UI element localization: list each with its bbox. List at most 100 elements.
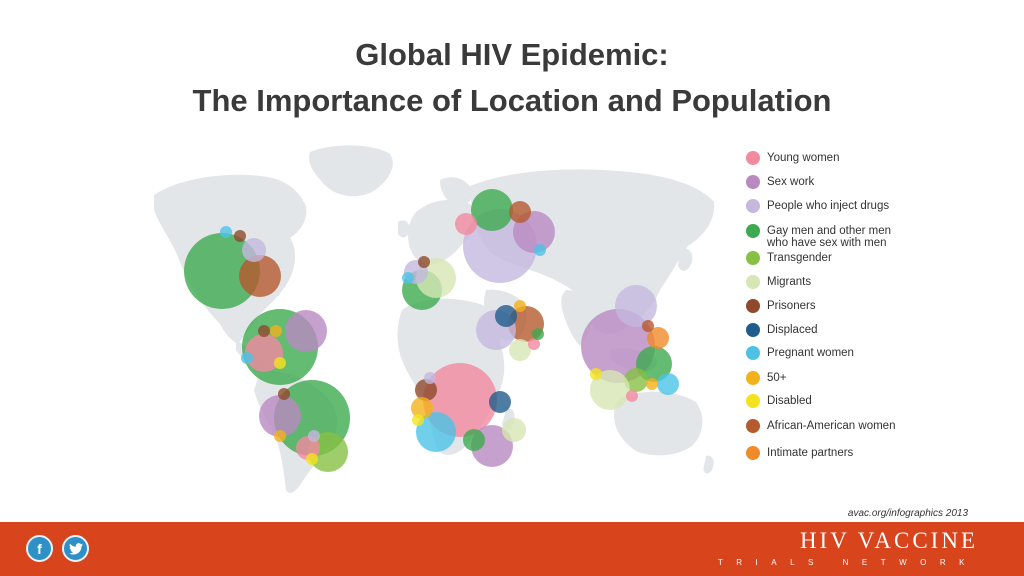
legend-label: Displaced	[767, 324, 818, 336]
landmass-australia	[614, 391, 703, 456]
legend-swatch	[746, 371, 760, 385]
bubble	[415, 379, 437, 401]
bubble	[646, 378, 658, 390]
bubble	[258, 325, 270, 337]
footer-bar	[0, 522, 1024, 576]
world-map	[154, 145, 715, 493]
legend-swatch	[746, 224, 760, 238]
bubble	[528, 338, 540, 350]
legend-label: Disabled	[767, 395, 812, 407]
legend-item: Young women	[746, 151, 840, 165]
legend-label: 50+	[767, 372, 787, 384]
twitter-icon	[68, 542, 83, 555]
legend-swatch	[746, 199, 760, 213]
legend-swatch	[746, 151, 760, 165]
bubble	[241, 352, 253, 364]
landmass-greenland	[309, 145, 393, 197]
legend-label: Pregnant women	[767, 347, 854, 359]
bubble	[234, 230, 246, 242]
legend-label: Sex work	[767, 176, 815, 188]
legend-label: Prisoners	[767, 300, 816, 312]
legend-item: African-American women	[746, 419, 896, 433]
legend-item: Intimate partners	[746, 446, 854, 460]
legend-swatch	[746, 419, 760, 433]
bubble	[657, 373, 679, 395]
landmass-asia	[470, 169, 715, 334]
legend-item: Transgender	[746, 251, 832, 265]
landmass-new-zealand	[703, 455, 714, 474]
landmass-scandinavia	[440, 177, 473, 207]
bubble	[245, 334, 283, 372]
legend-swatch	[746, 323, 760, 337]
legend-label: Migrants	[767, 276, 812, 288]
bubble	[411, 397, 433, 419]
bubble	[308, 430, 320, 442]
bubble	[471, 189, 513, 231]
legend-item: Gay men and other men who have sex with m…	[746, 224, 892, 249]
legend-item: Migrants	[746, 275, 812, 289]
bubble	[278, 388, 290, 400]
facebook-button[interactable]: f	[26, 535, 53, 562]
legend-swatch	[746, 299, 760, 313]
bubble	[242, 238, 266, 262]
bubble	[626, 390, 638, 402]
source-credit: avac.org/infographics 2013	[847, 508, 968, 519]
bubble	[532, 328, 544, 340]
legend-item: Displaced	[746, 323, 818, 337]
legend-label: Transgender	[767, 252, 832, 264]
bubble	[495, 305, 517, 327]
bubble	[615, 285, 657, 327]
bubble	[642, 320, 654, 332]
legend-swatch	[746, 446, 760, 460]
legend-swatch	[746, 251, 760, 265]
legend-swatch	[746, 394, 760, 408]
population-bubbles	[184, 189, 679, 472]
landmass-japan	[678, 248, 693, 271]
bubble	[534, 244, 546, 256]
title-line-2: The Importance of Location and Populatio…	[192, 83, 832, 118]
legend-swatch	[746, 275, 760, 289]
legend-item: Sex work	[746, 175, 815, 189]
bubble	[624, 368, 648, 392]
legend-item: 50+	[746, 371, 787, 385]
legend-item: People who inject drugs	[746, 199, 890, 213]
bubble	[590, 368, 602, 380]
legend-label: Young women	[767, 152, 840, 164]
bubble	[489, 391, 511, 413]
bubble	[274, 357, 286, 369]
hvtn-logo: HIV VACCINE	[799, 528, 978, 553]
twitter-button[interactable]	[62, 535, 89, 562]
legend-swatch	[746, 346, 760, 360]
bubble	[509, 339, 531, 361]
bubble	[455, 213, 477, 235]
bubble	[418, 256, 430, 268]
bubble	[306, 453, 318, 465]
bubble	[590, 370, 630, 410]
bubble	[402, 272, 414, 284]
legend-item: Prisoners	[746, 299, 816, 313]
hvtn-logo-subtitle: TRIALS NETWORK	[717, 558, 978, 567]
title-line-1: Global HIV Epidemic:	[355, 37, 669, 72]
bubble	[647, 327, 669, 349]
bubble	[270, 325, 282, 337]
bubble	[502, 418, 526, 442]
bubble	[514, 300, 526, 312]
bubble	[220, 226, 232, 238]
legend-label: People who inject drugs	[767, 200, 890, 212]
bubble	[239, 255, 281, 297]
bubble	[184, 233, 260, 309]
bubble	[463, 429, 485, 451]
bubble	[274, 430, 286, 442]
bubble	[424, 372, 436, 384]
bubble	[509, 201, 531, 223]
legend-label: Intimate partners	[767, 447, 854, 459]
legend-label: African-American women	[767, 420, 896, 432]
landmass-uk	[398, 220, 410, 238]
bubble	[259, 395, 301, 437]
legend-swatch	[746, 175, 760, 189]
page-title: Global HIV Epidemic: The Importance of L…	[0, 32, 1024, 124]
bubble	[416, 412, 456, 452]
legend-label: Gay men and other men who have sex with m…	[767, 225, 892, 249]
bubble	[285, 310, 327, 352]
legend-item: Disabled	[746, 394, 812, 408]
